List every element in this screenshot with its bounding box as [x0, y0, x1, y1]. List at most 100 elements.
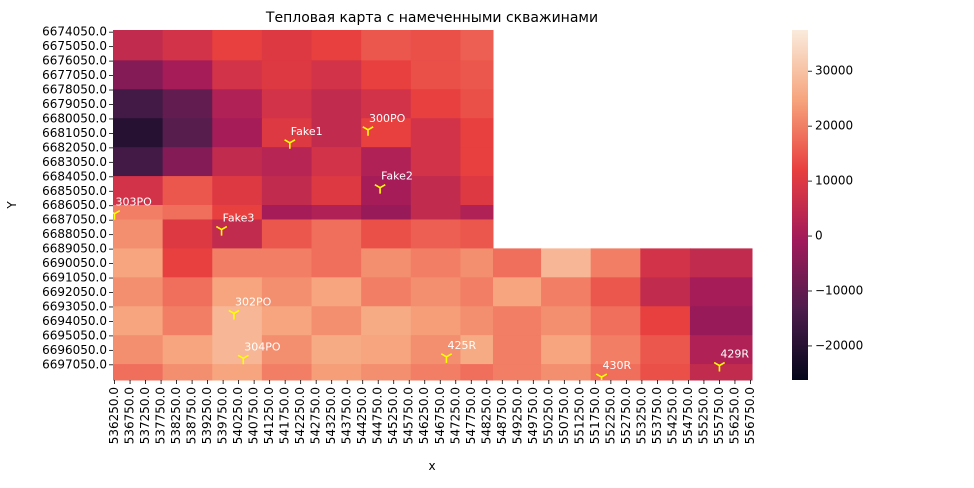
x-tick-label: 547250.0 — [448, 387, 462, 444]
heat-cell — [261, 30, 313, 61]
heat-cell — [410, 277, 461, 307]
x-tick-label: 537750.0 — [154, 387, 168, 444]
heat-cell — [590, 306, 641, 336]
x-tick-label: 556250.0 — [727, 387, 741, 444]
heat-cell — [212, 30, 263, 61]
heat-cell — [410, 89, 461, 119]
x-tick-label: 551250.0 — [572, 387, 586, 444]
heat-cell — [361, 248, 412, 278]
heat-cell — [261, 219, 313, 249]
y-tick-label: 6686050.0 — [42, 198, 107, 212]
heat-cell — [492, 335, 542, 365]
heat-cell — [212, 176, 263, 206]
heat-cell — [460, 205, 494, 220]
well-marker — [595, 373, 608, 380]
x-tick-label: 549250.0 — [510, 387, 524, 444]
heat-cell — [460, 277, 494, 307]
y-tick-label: 6696050.0 — [42, 343, 107, 357]
x-tick-label: 552750.0 — [619, 387, 633, 444]
heat-cell — [162, 277, 213, 307]
y-tick-label: 6685050.0 — [42, 184, 107, 198]
x-tick-label: 541250.0 — [262, 387, 276, 444]
heat-cell — [689, 248, 753, 278]
y-tick-label: 6684050.0 — [42, 169, 107, 183]
heat-cell — [113, 89, 164, 119]
heat-cell — [460, 89, 494, 119]
heat-cell — [261, 306, 313, 336]
well-marker — [237, 354, 249, 365]
x-tick-label: 542250.0 — [293, 387, 307, 444]
well-marker — [440, 353, 453, 363]
heat-cell — [640, 277, 691, 307]
colorbar-tick-label: −20000 — [815, 338, 863, 352]
heat-cell — [311, 364, 362, 381]
heat-cell — [640, 248, 691, 278]
heat-cell — [460, 147, 494, 177]
heat-cell — [261, 118, 313, 148]
heat-cell — [492, 364, 542, 381]
y-tick-label: 6676050.0 — [42, 54, 107, 68]
x-tick-label: 556750.0 — [743, 387, 757, 444]
heat-cell — [261, 176, 313, 206]
x-axis-label: x — [428, 459, 435, 473]
heat-cell — [212, 219, 263, 249]
heat-cell — [311, 248, 362, 278]
heat-cell — [113, 60, 164, 90]
heat-cell — [162, 118, 213, 148]
heat-cell — [113, 118, 164, 148]
heat-cell — [162, 89, 213, 119]
heat-cell — [162, 176, 213, 206]
x-tick-label: 542750.0 — [309, 387, 323, 444]
heat-cell — [460, 60, 494, 90]
heat-cell — [261, 205, 313, 220]
heat-cell — [541, 335, 592, 365]
y-tick-label: 6682050.0 — [42, 140, 107, 154]
heat-cell — [162, 248, 213, 278]
heat-cell — [311, 147, 362, 177]
y-axis-label: Y — [5, 201, 19, 210]
heat-cell — [541, 277, 592, 307]
x-tick-label: 554250.0 — [665, 387, 679, 444]
heat-cell — [460, 118, 494, 148]
heat-cell — [640, 364, 691, 381]
x-tick-label: 538250.0 — [169, 387, 183, 444]
heat-cell — [410, 205, 461, 220]
heat-cell — [492, 277, 542, 307]
heat-cell — [590, 335, 641, 365]
heat-cell — [113, 219, 164, 249]
y-tick-label: 6690050.0 — [42, 256, 107, 270]
x-tick-label: 547750.0 — [464, 387, 478, 444]
heat-cell — [311, 219, 362, 249]
well-marker — [228, 309, 240, 320]
heat-cell — [113, 176, 164, 206]
x-tick-label: 536250.0 — [107, 387, 121, 444]
wells: Fake1 300PO Fake2 303PO Fake3 302PO 304PO 425R 4… — [113, 112, 749, 380]
heat-cell — [460, 364, 494, 381]
heat-cell — [261, 89, 313, 119]
heat-cell — [361, 277, 412, 307]
well-marker — [374, 183, 386, 194]
y-tick-label: 6697050.0 — [42, 357, 107, 371]
heat-cell — [113, 30, 164, 61]
heat-cell — [410, 219, 461, 249]
well-label: Fake3 — [223, 212, 255, 225]
heat-cell — [212, 335, 263, 365]
heatmap — [113, 30, 753, 381]
heat-cell — [640, 306, 691, 336]
y-tick-label: 6681050.0 — [42, 126, 107, 140]
x-tick-label: 555250.0 — [696, 387, 710, 444]
heat-cell — [212, 89, 263, 119]
y-tick-label: 6678050.0 — [42, 83, 107, 97]
heat-cell — [212, 364, 263, 381]
x-tick-label: 554750.0 — [681, 387, 695, 444]
heat-cell — [113, 277, 164, 307]
heat-cell — [460, 30, 494, 61]
heat-cell — [541, 364, 592, 381]
heat-cell — [261, 60, 313, 90]
heat-cell — [261, 248, 313, 278]
x-tick-label: 541750.0 — [278, 387, 292, 444]
heat-cell — [460, 248, 494, 278]
heat-cell — [460, 306, 494, 336]
heat-cell — [113, 248, 164, 278]
heat-cell — [212, 60, 263, 90]
